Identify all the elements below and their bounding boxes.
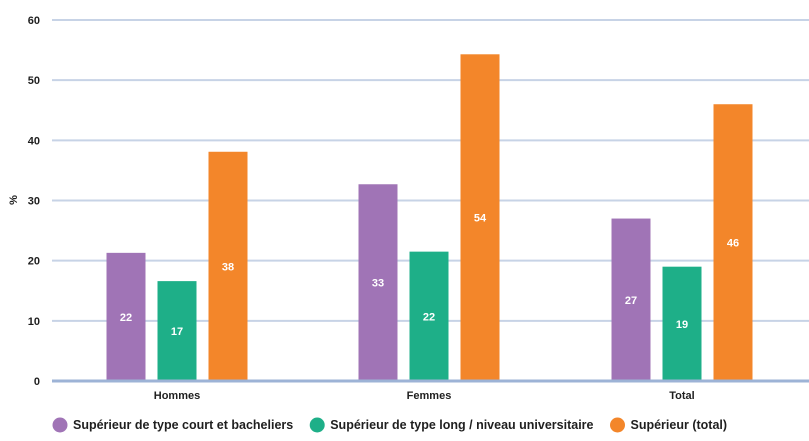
y-tick-label: 10	[28, 316, 40, 328]
bar	[157, 281, 197, 381]
bar	[713, 104, 753, 381]
bar	[358, 184, 398, 381]
bar-value-label: 22	[423, 311, 435, 323]
y-tick-label: 30	[28, 196, 40, 208]
legend-swatch	[610, 417, 625, 433]
bar	[460, 54, 500, 382]
bar-value-label: 46	[727, 238, 739, 250]
bar-value-label: 17	[171, 326, 183, 338]
x-category-label: Total	[669, 390, 694, 402]
legend-label: Supérieur (total)	[631, 418, 728, 432]
y-tick-label: 40	[28, 135, 40, 147]
bar	[409, 251, 449, 381]
bar-value-label: 33	[372, 278, 384, 290]
y-tick-label: 60	[28, 15, 40, 27]
x-category-label: Femmes	[407, 390, 452, 402]
x-category-label: Hommes	[154, 390, 200, 402]
legend-label: Supérieur de type long / niveau universi…	[330, 418, 593, 432]
y-tick-label: 50	[28, 75, 40, 87]
y-tick-label: 0	[34, 376, 40, 388]
legend-swatch	[52, 417, 68, 433]
y-axis-title: %	[8, 195, 20, 205]
bar-value-label: 19	[676, 319, 688, 331]
y-tick-label: 20	[28, 256, 40, 268]
bar-value-label: 27	[625, 295, 637, 307]
legend-swatch	[309, 417, 325, 433]
legend-label: Supérieur de type court et bacheliers	[73, 418, 293, 432]
bar-value-label: 22	[120, 312, 132, 324]
bar	[106, 252, 146, 381]
bar	[611, 218, 651, 381]
bar	[208, 151, 248, 381]
bar-value-label: 54	[474, 213, 487, 225]
bar-value-label: 38	[222, 261, 234, 273]
bar	[662, 266, 702, 381]
